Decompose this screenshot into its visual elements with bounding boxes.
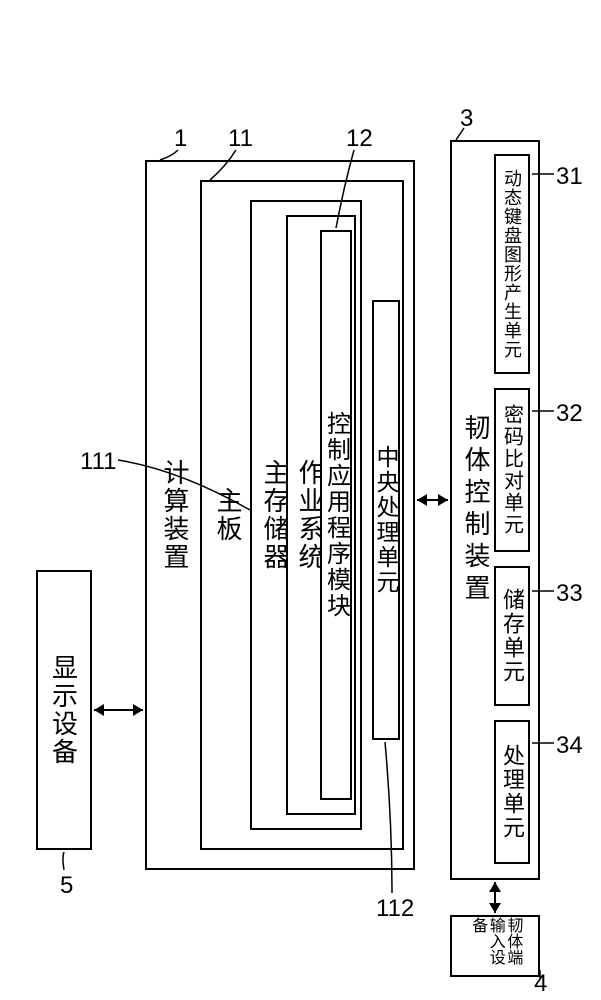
display-device-block: 显示设备	[36, 570, 92, 850]
processing-unit-label: 处理单元	[496, 744, 528, 840]
firmware-control-device-label: 韧体控制装置	[458, 414, 495, 606]
cpu-label: 中央处理单元	[369, 445, 403, 595]
ref-34: 34	[556, 732, 583, 760]
ref-5: 5	[60, 872, 73, 900]
ref-11: 11	[228, 125, 253, 153]
dynamic-keyboard-graphic-unit-label: 动态键盘图形产生单元	[499, 169, 525, 359]
processing-unit-block: 处理单元	[494, 720, 530, 864]
ref-3: 3	[460, 105, 473, 133]
control-app-module-block: 控制应用程序模块	[320, 230, 352, 800]
ref-1: 1	[174, 125, 187, 153]
ref-32: 32	[556, 400, 583, 428]
mainboard-label: 主板	[210, 487, 247, 543]
storage-unit-label: 储存单元	[496, 588, 528, 684]
password-compare-unit-block: 密码比对单元	[494, 388, 530, 552]
system-block-diagram: 显示设备 计算装置 主板 主存储器 作业系统 控制应用程序模块 中央处理单元 韧…	[0, 0, 601, 1000]
display-device-label: 显示设备	[46, 654, 83, 766]
control-app-module-label: 控制应用程序模块	[319, 411, 354, 619]
ref-4: 4	[534, 970, 547, 998]
ref-12: 12	[346, 125, 373, 153]
storage-unit-block: 储存单元	[494, 566, 530, 706]
password-compare-unit-label: 密码比对单元	[498, 404, 527, 536]
dynamic-keyboard-graphic-unit-block: 动态键盘图形产生单元	[494, 154, 530, 374]
ref-33: 33	[556, 580, 583, 608]
firmware-input-device-label: 韧体端输入设备	[469, 917, 522, 975]
cpu-block: 中央处理单元	[372, 300, 400, 740]
ref-112: 112	[376, 895, 414, 923]
computing-device-label: 计算装置	[157, 459, 194, 571]
ref-111: 111	[80, 448, 116, 476]
ref-31: 31	[556, 163, 583, 191]
firmware-input-device-block: 韧体端输入设备	[450, 915, 540, 977]
